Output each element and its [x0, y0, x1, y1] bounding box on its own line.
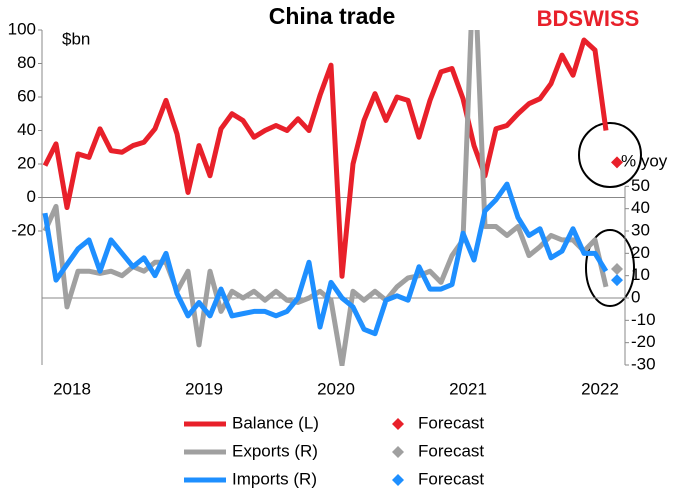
x-tick-label: 2018: [53, 379, 91, 398]
x-tick-label: 2022: [581, 379, 619, 398]
y-tick-label: 40: [17, 120, 36, 139]
y2-tick-label: 20: [631, 243, 650, 262]
y-tick-label: 80: [17, 53, 36, 72]
x-tick-label: 2019: [185, 379, 223, 398]
chart-title: China trade: [269, 3, 396, 29]
y2-axis-label: % yoy: [621, 151, 668, 170]
legend-label: Forecast: [418, 413, 484, 432]
legend-label: Imports (R): [232, 469, 317, 488]
y-tick-label: 60: [17, 86, 36, 105]
y2-tick-label: 10: [631, 265, 650, 284]
x-tick-label: 2021: [449, 379, 487, 398]
y-tick-label: 100: [8, 19, 36, 38]
legend-label: Exports (R): [232, 441, 318, 460]
forecast-marker: [611, 156, 623, 169]
y2-tick-label: -20: [631, 332, 656, 351]
legend-label: Forecast: [418, 441, 484, 460]
y2-tick-label: 0: [631, 287, 640, 306]
y2-tick-label: -10: [631, 310, 656, 329]
legend-label: Balance (L): [232, 413, 319, 432]
series-line: [42, 37, 609, 279]
legend-swatch: [392, 474, 404, 486]
forecast-marker: [611, 274, 623, 287]
y2-tick-label: -30: [631, 354, 656, 373]
x-tick-label: 2020: [317, 379, 355, 398]
annotation-circle: [585, 229, 635, 307]
legend-swatch: [392, 418, 404, 430]
y2-tick-label: 30: [631, 220, 650, 239]
y-axis-label: $bn: [62, 29, 90, 48]
plot-area: [42, 30, 623, 366]
logo: BDSWISS: [537, 6, 640, 31]
series-line: [42, 181, 609, 337]
y-tick-label: 0: [27, 187, 36, 206]
y-tick-label: -20: [11, 220, 36, 239]
legend-label: Forecast: [418, 469, 484, 488]
forecast-marker: [611, 262, 623, 275]
y2-tick-label: 50: [631, 176, 650, 195]
legend-swatch: [392, 446, 404, 458]
y-tick-label: 20: [17, 153, 36, 172]
y2-tick-label: 40: [631, 198, 650, 217]
annotation-circle: [578, 122, 642, 188]
